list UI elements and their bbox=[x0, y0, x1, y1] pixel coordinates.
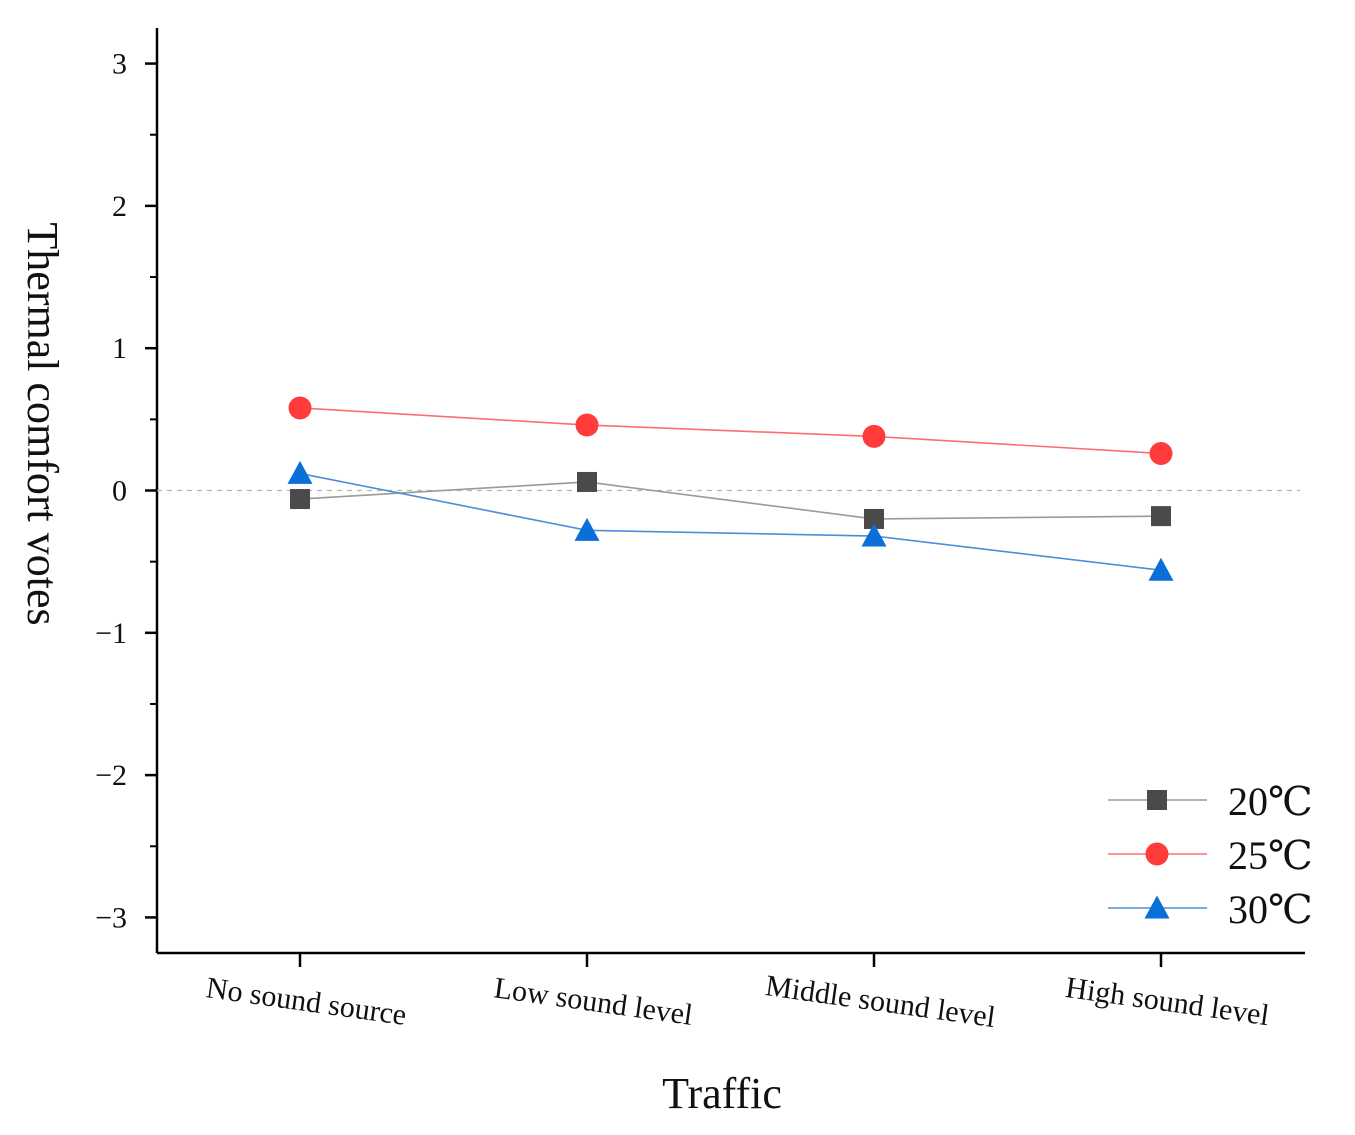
series-0 bbox=[290, 471, 1171, 529]
data-point bbox=[288, 396, 312, 420]
series-line bbox=[299, 472, 1162, 571]
y-axis-title: Thermal comfort votes bbox=[18, 222, 67, 625]
x-category-label: No sound source bbox=[204, 971, 408, 1032]
x-category-label: High sound level bbox=[1064, 971, 1272, 1032]
y-tick-label: 2 bbox=[112, 190, 127, 223]
legend-marker bbox=[1144, 895, 1170, 919]
series-2 bbox=[287, 460, 1174, 581]
legend-label: 20℃ bbox=[1228, 779, 1313, 824]
y-tick-label: −3 bbox=[95, 901, 127, 934]
data-point bbox=[861, 523, 887, 547]
series-line bbox=[299, 407, 1162, 455]
data-point bbox=[864, 508, 884, 529]
legend-marker bbox=[1145, 842, 1169, 866]
x-category-label: Low sound level bbox=[492, 971, 695, 1032]
legend-label: 25℃ bbox=[1228, 833, 1313, 878]
y-tick-label: −1 bbox=[95, 617, 127, 650]
legend-marker bbox=[1147, 790, 1167, 810]
series-line bbox=[299, 481, 1162, 520]
data-point bbox=[862, 424, 886, 448]
legend-item: 20℃ bbox=[1108, 779, 1313, 824]
legend-item: 25℃ bbox=[1108, 833, 1313, 878]
y-tick-label: 1 bbox=[112, 332, 127, 365]
series-1 bbox=[288, 396, 1173, 465]
y-tick-label: −2 bbox=[95, 759, 127, 792]
x-category-label: Middle sound level bbox=[763, 969, 997, 1034]
legend-label: 30℃ bbox=[1228, 887, 1313, 932]
legend: 20℃ 25℃ 30℃ bbox=[1108, 779, 1313, 932]
data-point bbox=[1149, 442, 1173, 465]
y-ticks: 3 2 1 0 −1 −2 −3 bbox=[95, 48, 157, 934]
data-point bbox=[574, 517, 600, 541]
data-point bbox=[575, 413, 599, 437]
series-group bbox=[287, 396, 1174, 581]
x-axis-title: Traffic bbox=[662, 1069, 782, 1118]
data-point bbox=[287, 460, 313, 484]
data-point bbox=[290, 489, 310, 510]
data-point bbox=[577, 471, 597, 492]
y-tick-label: 3 bbox=[112, 48, 127, 81]
x-categories: No sound source Low sound level Middle sou… bbox=[204, 953, 1271, 1034]
legend-item: 30℃ bbox=[1108, 887, 1313, 932]
data-point bbox=[1151, 506, 1171, 527]
y-tick-label: 0 bbox=[112, 475, 127, 508]
data-point bbox=[1148, 557, 1174, 581]
axes bbox=[155, 28, 1305, 955]
